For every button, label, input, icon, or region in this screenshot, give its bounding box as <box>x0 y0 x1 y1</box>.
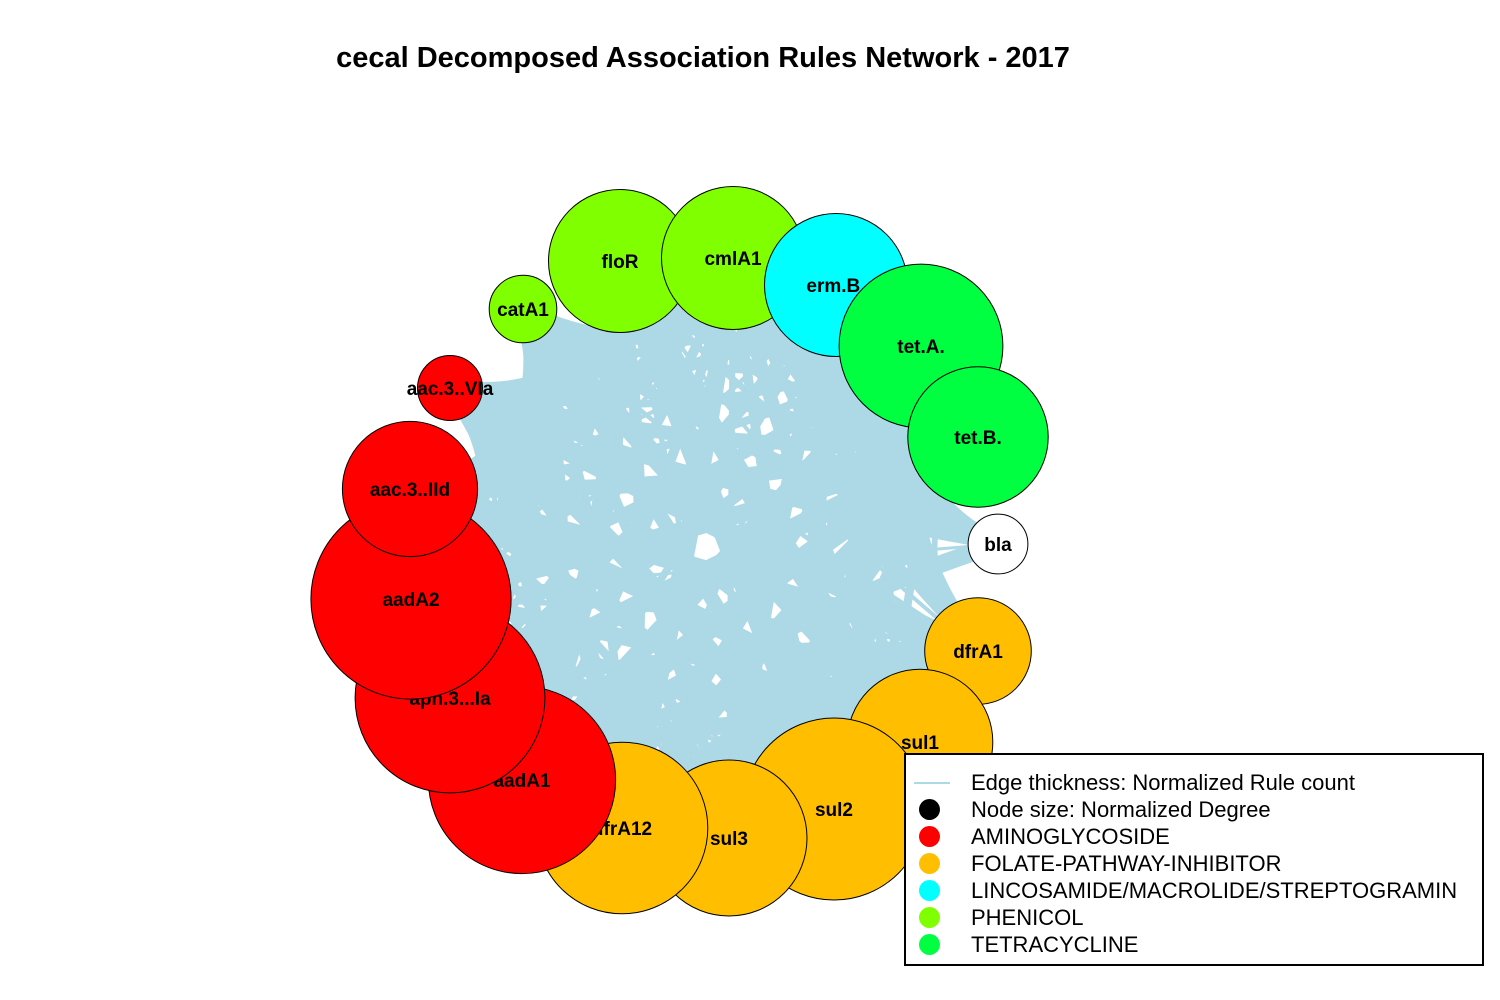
legend-label: LINCOSAMIDE/MACROLIDE/STREPTOGRAMIN <box>971 878 1458 903</box>
node-aac.3..IId: aac.3..IId <box>341 420 479 558</box>
node-circle <box>907 366 1049 508</box>
node-label: aac.3..VIa <box>407 379 494 400</box>
legend-item: Node size: Normalized Degree <box>906 796 1482 823</box>
node-bla: bla <box>967 513 1029 575</box>
node-circle <box>488 274 558 344</box>
legend-item: TETRACYCLINE <box>906 931 1482 958</box>
node-floR: floR <box>548 189 692 333</box>
chart-title: cecal Decomposed Association Rules Netwo… <box>336 42 1070 74</box>
node-label: dfrA1 <box>953 642 1003 663</box>
legend-line-icon <box>914 782 950 784</box>
node-circle <box>967 513 1029 575</box>
node-label: sul2 <box>815 800 853 821</box>
legend-label: TETRACYCLINE <box>971 932 1139 957</box>
legend-label: PHENICOL <box>971 905 1084 930</box>
legend-label: Edge thickness: Normalized Rule count <box>971 770 1355 795</box>
node-label: sul3 <box>710 829 748 850</box>
node-circle <box>417 355 483 421</box>
edge-sul1-aac.3..VIa <box>446 384 924 746</box>
legend-label: Node size: Normalized Degree <box>971 797 1271 822</box>
node-label: sul1 <box>901 733 939 754</box>
node-circle <box>341 420 479 558</box>
node-label: tet.B. <box>954 428 1002 449</box>
legend-item: Edge thickness: Normalized Rule count <box>906 769 1482 796</box>
legend-item: FOLATE-PATHWAY-INHIBITOR <box>906 850 1482 877</box>
legend-dot-icon <box>919 826 940 847</box>
node-label: erm.B. <box>806 276 865 297</box>
node-label: cmlA1 <box>704 249 761 270</box>
node-label: floR <box>602 252 639 273</box>
node-aac.3..VIa: aac.3..VIa <box>407 355 494 421</box>
node-label: aadA1 <box>493 771 550 792</box>
legend-dot-icon <box>919 880 940 901</box>
legend-item: AMINOGLYCOSIDE <box>906 823 1482 850</box>
node-label: catA1 <box>497 300 549 321</box>
node-label: aac.3..IId <box>370 480 450 501</box>
node-label: dfrA12 <box>592 819 652 840</box>
edge-dfrA1-aac.3..VIa <box>439 377 989 662</box>
node-aadA2: aadA2 <box>310 498 512 700</box>
node-catA1: catA1 <box>488 274 558 344</box>
legend-label: AMINOGLYCOSIDE <box>971 824 1170 849</box>
legend-item: PHENICOL <box>906 904 1482 931</box>
legend-dot-icon <box>919 934 940 955</box>
node-tet.B.: tet.B. <box>907 366 1049 508</box>
edge-tet.B.-aac.3..VIa <box>442 380 986 452</box>
legend-item: LINCOSAMIDE/MACROLIDE/STREPTOGRAMIN <box>906 877 1482 904</box>
legend-dot-icon <box>919 907 940 928</box>
legend-label: FOLATE-PATHWAY-INHIBITOR <box>971 851 1282 876</box>
legend: Edge thickness: Normalized Rule count Nod… <box>904 753 1484 966</box>
node-label: aadA2 <box>382 590 439 611</box>
legend-dot-icon <box>919 799 940 820</box>
legend-dot-icon <box>919 853 940 874</box>
node-label: bla <box>984 535 1012 556</box>
node-label: tet.A. <box>897 337 945 358</box>
